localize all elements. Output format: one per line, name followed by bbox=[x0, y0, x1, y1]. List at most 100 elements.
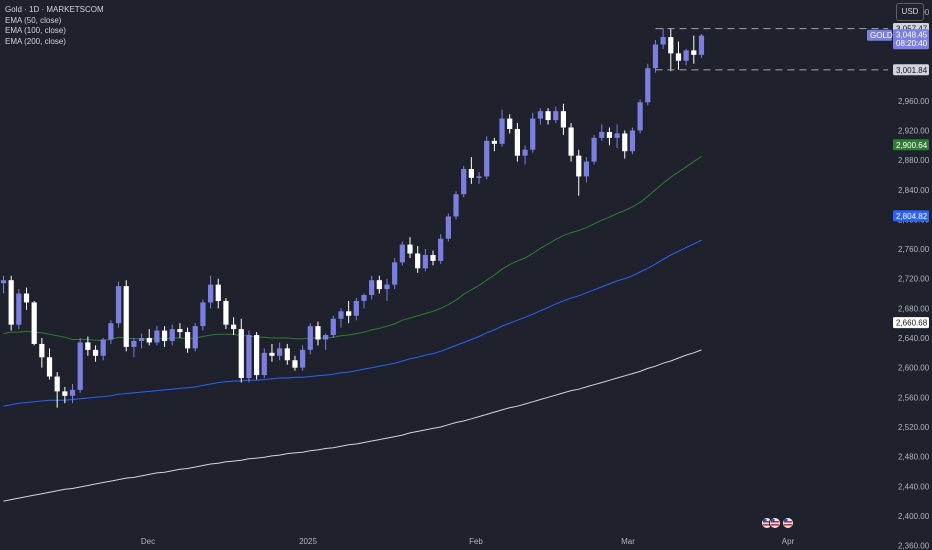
candle bbox=[146, 329, 152, 346]
candle-body bbox=[668, 37, 674, 54]
candle-body bbox=[392, 262, 398, 285]
candle bbox=[207, 275, 214, 309]
candle-body bbox=[223, 300, 229, 325]
candle-body bbox=[461, 169, 467, 195]
candle bbox=[39, 338, 45, 368]
candle-body bbox=[92, 349, 99, 356]
countdown-text: 08:20:40 bbox=[896, 39, 928, 48]
candle-body bbox=[307, 326, 313, 350]
candle-body bbox=[207, 284, 214, 303]
price-axis[interactable]: 3,080.003,040.003,000.002,960.002,920.00… bbox=[898, 8, 930, 550]
candle bbox=[675, 41, 682, 70]
candle-body bbox=[146, 338, 152, 343]
candle bbox=[23, 287, 30, 310]
symbol-tag-bg bbox=[867, 29, 892, 41]
candle bbox=[499, 109, 505, 147]
ema200-tag: 2,660.68 bbox=[893, 317, 929, 329]
candle bbox=[614, 124, 620, 149]
candle bbox=[545, 108, 551, 125]
candle-body bbox=[184, 332, 191, 349]
candle bbox=[484, 136, 490, 180]
candle-body bbox=[300, 349, 306, 368]
low-line-tag-text: 3,001.84 bbox=[896, 66, 928, 75]
candle bbox=[169, 324, 175, 346]
candle-body bbox=[284, 348, 290, 361]
candle bbox=[629, 127, 636, 155]
candle-body bbox=[54, 376, 60, 392]
candle bbox=[583, 157, 590, 183]
time-axis[interactable]: Dec 2025 Feb Mar Apr bbox=[141, 537, 795, 546]
symbol-title[interactable]: Gold · 1D · MARKETSCOM bbox=[5, 5, 104, 14]
currency-button[interactable]: USD bbox=[896, 3, 924, 21]
candle-body bbox=[31, 302, 37, 344]
candle bbox=[468, 157, 474, 184]
candle-body bbox=[591, 137, 597, 162]
candle bbox=[514, 123, 520, 162]
y-tick-label: 2,680.00 bbox=[898, 304, 930, 313]
candle bbox=[683, 48, 689, 66]
candle-body bbox=[606, 131, 613, 138]
candle-body bbox=[39, 343, 45, 358]
event-flag-icon[interactable] bbox=[782, 517, 794, 529]
event-flag-icon[interactable] bbox=[769, 517, 781, 529]
x-tick-label: Dec bbox=[141, 537, 155, 546]
chart-legend: Gold · 1D · MARKETSCOM EMA (50, close) E… bbox=[5, 5, 104, 47]
indicator-ema50[interactable]: EMA (50, close) bbox=[5, 15, 62, 25]
candle-body bbox=[177, 329, 183, 333]
candle bbox=[300, 345, 306, 371]
candle-body bbox=[215, 284, 221, 301]
candle-body bbox=[476, 176, 482, 178]
candle bbox=[445, 213, 451, 242]
candle bbox=[115, 281, 122, 328]
candle bbox=[123, 280, 129, 352]
candle bbox=[100, 338, 106, 361]
candle-body bbox=[530, 118, 536, 150]
candle bbox=[384, 278, 390, 301]
candle bbox=[223, 297, 229, 330]
candle-body bbox=[346, 311, 352, 316]
ema100-tag-bg bbox=[893, 210, 929, 222]
candle-body bbox=[468, 169, 474, 178]
ema50-tag: 2,900.64 bbox=[893, 139, 929, 151]
candle bbox=[392, 257, 398, 290]
candle-body bbox=[16, 293, 22, 325]
candle bbox=[645, 63, 651, 106]
candle-body bbox=[415, 253, 421, 269]
candle bbox=[261, 348, 267, 379]
candle-body bbox=[277, 348, 283, 356]
candle-body bbox=[553, 111, 559, 121]
candle-body bbox=[376, 280, 382, 290]
candle-body bbox=[131, 340, 137, 347]
candle bbox=[560, 103, 567, 135]
candle bbox=[54, 372, 60, 408]
candle-body bbox=[507, 118, 513, 129]
event-flag-stripe bbox=[763, 524, 771, 526]
low-line-tag-bg bbox=[893, 64, 929, 76]
y-tick-label: 2,360.00 bbox=[898, 542, 930, 550]
candle-body bbox=[629, 130, 636, 152]
candle bbox=[16, 289, 22, 330]
candle-body bbox=[430, 254, 436, 261]
candle bbox=[568, 123, 574, 162]
indicator-ema100[interactable]: EMA (100, close) bbox=[5, 26, 66, 35]
event-icons[interactable] bbox=[761, 517, 794, 529]
candle bbox=[108, 320, 114, 344]
range-lines bbox=[655, 27, 888, 71]
event-flag-stripe bbox=[784, 521, 792, 523]
candle bbox=[192, 323, 198, 352]
indicator-ema200[interactable]: EMA (200, close) bbox=[5, 36, 66, 46]
candle bbox=[606, 127, 613, 146]
ema50-tag-text: 2,900.64 bbox=[896, 141, 928, 150]
high-line-tag-text: 3,057.47 bbox=[896, 25, 928, 34]
candle-body bbox=[330, 318, 336, 336]
event-flag-stripe bbox=[771, 524, 779, 526]
candle-body bbox=[583, 161, 590, 177]
candle-body bbox=[46, 357, 53, 377]
candle bbox=[231, 317, 237, 336]
candle bbox=[154, 326, 160, 346]
candle bbox=[346, 300, 352, 324]
y-tick-label: 2,440.00 bbox=[898, 482, 930, 491]
candle-body bbox=[154, 330, 160, 343]
